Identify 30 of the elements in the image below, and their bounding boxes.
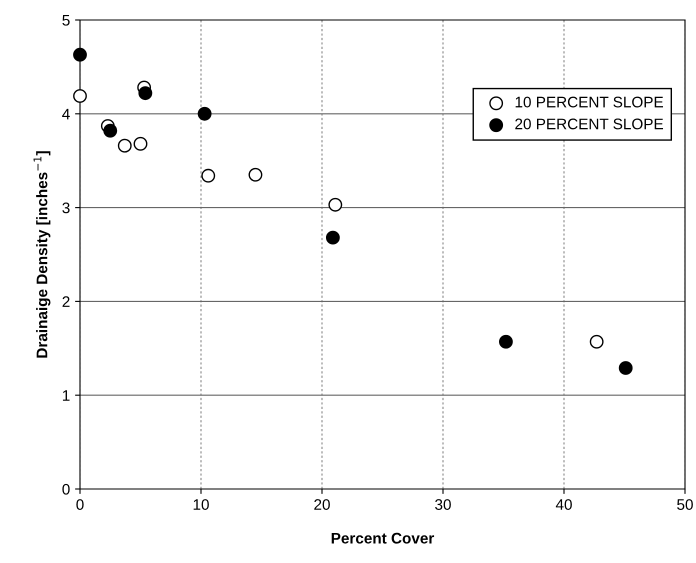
point: [248, 168, 262, 182]
point: [73, 48, 87, 62]
point: [118, 138, 132, 153]
y-tick-label: 5: [62, 15, 70, 26]
y-tick-label: 0: [62, 484, 70, 495]
point: [328, 198, 342, 212]
x-tick-label: 30: [435, 499, 451, 510]
y-axis-title: Drainaige Density [inches$^{−1}$]: [34, 151, 50, 358]
point: [326, 230, 340, 245]
x-axis-title: Percent Cover: [332, 532, 434, 544]
point: [499, 334, 513, 349]
legend-label: 20 PERCENT SLOPE: [515, 118, 664, 130]
x-tick-label: 10: [194, 499, 209, 510]
y-tick-label: 3: [62, 202, 70, 214]
point: [103, 124, 118, 138]
y-tick-label: 4: [62, 108, 70, 120]
point: [138, 86, 152, 100]
x-tick-label: 0: [76, 499, 84, 510]
x-tick-label: 20: [314, 499, 330, 510]
point: [590, 334, 604, 349]
legend-label: 10 PERCENT SLOPE: [516, 96, 664, 108]
point: [198, 106, 212, 121]
point: [134, 136, 148, 151]
x-tick-label: 50: [677, 499, 693, 510]
point: [618, 361, 633, 375]
point: [201, 168, 216, 183]
point: [73, 89, 87, 103]
y-tick-label: 1: [62, 390, 70, 401]
x-tick-label: 40: [556, 499, 572, 510]
y-tick-label: 2: [62, 296, 70, 307]
